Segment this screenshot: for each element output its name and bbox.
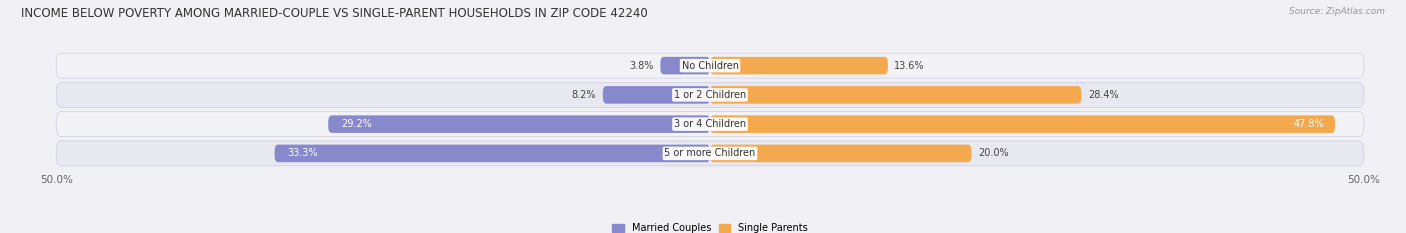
Text: 29.2%: 29.2% — [342, 119, 373, 129]
Text: No Children: No Children — [682, 61, 738, 71]
Text: 3 or 4 Children: 3 or 4 Children — [673, 119, 747, 129]
FancyBboxPatch shape — [56, 82, 1364, 107]
FancyBboxPatch shape — [603, 86, 710, 104]
Text: 1 or 2 Children: 1 or 2 Children — [673, 90, 747, 100]
Text: 47.8%: 47.8% — [1294, 119, 1324, 129]
Text: Source: ZipAtlas.com: Source: ZipAtlas.com — [1289, 7, 1385, 16]
Text: 33.3%: 33.3% — [288, 148, 318, 158]
Text: 13.6%: 13.6% — [894, 61, 925, 71]
Text: 8.2%: 8.2% — [572, 90, 596, 100]
FancyBboxPatch shape — [710, 86, 1081, 104]
FancyBboxPatch shape — [328, 115, 710, 133]
FancyBboxPatch shape — [710, 57, 887, 74]
Text: 28.4%: 28.4% — [1088, 90, 1119, 100]
Legend: Married Couples, Single Parents: Married Couples, Single Parents — [612, 223, 808, 233]
FancyBboxPatch shape — [710, 145, 972, 162]
FancyBboxPatch shape — [661, 57, 710, 74]
FancyBboxPatch shape — [56, 141, 1364, 166]
Text: INCOME BELOW POVERTY AMONG MARRIED-COUPLE VS SINGLE-PARENT HOUSEHOLDS IN ZIP COD: INCOME BELOW POVERTY AMONG MARRIED-COUPL… — [21, 7, 648, 20]
FancyBboxPatch shape — [56, 53, 1364, 78]
Text: 5 or more Children: 5 or more Children — [665, 148, 755, 158]
FancyBboxPatch shape — [56, 112, 1364, 137]
Text: 20.0%: 20.0% — [979, 148, 1008, 158]
FancyBboxPatch shape — [710, 115, 1336, 133]
Text: 3.8%: 3.8% — [630, 61, 654, 71]
FancyBboxPatch shape — [274, 145, 710, 162]
